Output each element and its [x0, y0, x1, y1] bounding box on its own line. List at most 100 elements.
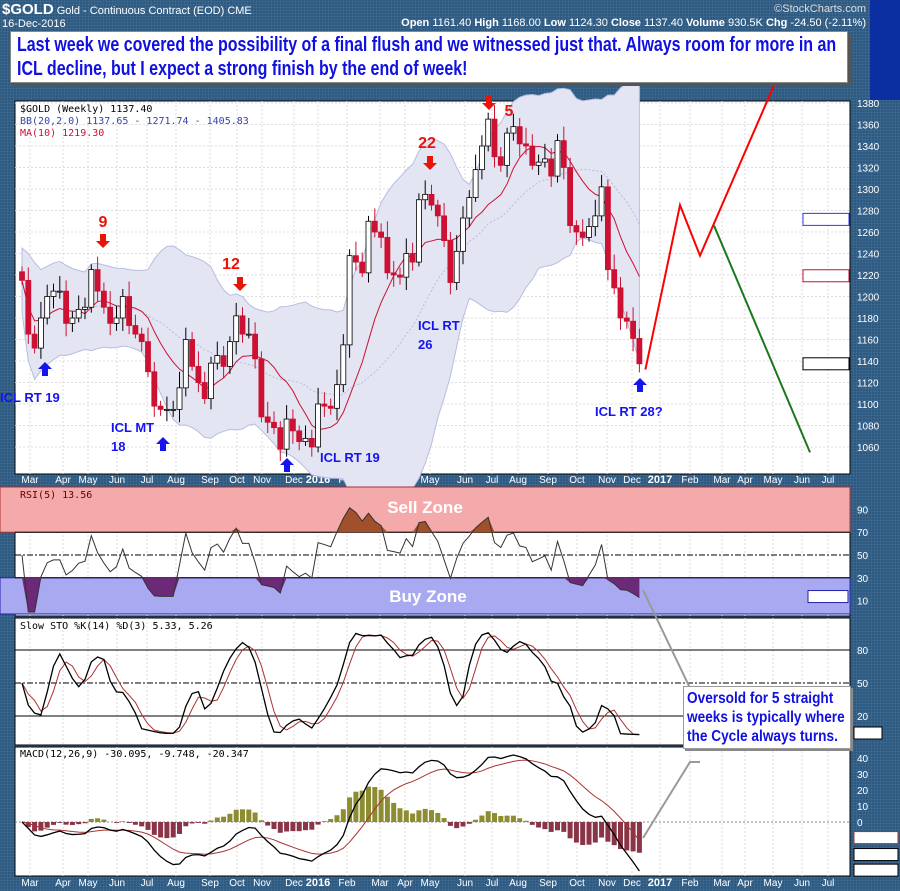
cycle-count-5: 5 — [505, 103, 514, 120]
ma-legend: MA(10) 1219.30 — [20, 128, 104, 139]
rsi-oversold-fill — [22, 577, 640, 612]
date-label: Jul — [486, 878, 499, 889]
candle-body — [567, 167, 573, 226]
macd-histogram-bar — [95, 818, 101, 822]
arrow-down-icon — [482, 96, 496, 110]
macd-histogram-bar — [189, 822, 195, 824]
candle-body — [239, 315, 246, 335]
candle-body — [271, 421, 277, 429]
candle-body — [359, 261, 366, 274]
macd-histogram-bar — [25, 822, 31, 828]
macd-histogram-bar — [447, 822, 453, 826]
oversold-callout: Oversold for 5 straight weeks is typical… — [683, 686, 851, 749]
date-label: Feb — [681, 878, 699, 889]
icl-label: ICL RT 19 — [320, 450, 380, 465]
candle-body — [472, 169, 479, 198]
macd-histogram-bar — [32, 822, 38, 832]
date-label: Nov — [598, 475, 616, 486]
candle-body — [422, 193, 429, 201]
macd-histogram-bar — [523, 820, 529, 822]
candle-body — [220, 355, 227, 367]
macd-histogram-bar — [114, 822, 119, 823]
date-label: Aug — [167, 878, 185, 889]
macd-histogram-bar — [284, 822, 290, 832]
macd-line — [21, 754, 640, 872]
candle-body — [151, 371, 158, 407]
candle-body — [252, 333, 259, 360]
macd-tag-box — [853, 848, 899, 862]
date-label: Mar — [371, 878, 389, 889]
arrow-down-icon — [96, 234, 110, 248]
candle-body — [352, 255, 359, 263]
macd-histogram-bar — [69, 822, 75, 826]
macd-histogram-bar — [57, 822, 63, 823]
bb-tag-box — [802, 212, 850, 226]
candle-body — [516, 126, 523, 145]
projection-up-line — [644, 59, 786, 370]
macd-histogram-bar — [504, 815, 510, 822]
macd-histogram-bar — [536, 822, 542, 828]
macd-histogram-bar — [246, 809, 252, 822]
macd-histogram-bar — [485, 811, 491, 822]
date-label: Feb — [681, 475, 699, 486]
arrow-up-icon — [280, 458, 294, 472]
candle-body — [302, 437, 309, 443]
candle-body — [529, 145, 536, 166]
candle-body — [409, 253, 416, 263]
candle-body — [466, 197, 473, 219]
date-label: 2017 — [648, 877, 672, 889]
date-label: Feb — [338, 878, 356, 889]
macd-histogram-bar — [586, 822, 592, 845]
candle-body — [403, 253, 410, 278]
candle-body — [119, 296, 126, 319]
instrument-name: Gold - Continuous Contract (EOD) CME — [56, 5, 252, 17]
candle-body — [315, 403, 322, 448]
candle-body — [460, 217, 466, 252]
macd-histogram-bar — [454, 822, 460, 829]
macd-histogram-bar — [498, 816, 504, 822]
candle-body — [346, 255, 353, 346]
commentary-note-text: Last week we covered the possibility of … — [17, 34, 837, 80]
macd-histogram-bar — [290, 822, 296, 832]
date-label: Sep — [201, 475, 219, 486]
candle-body — [189, 339, 196, 367]
candle-body — [296, 430, 303, 443]
macd-histogram-bar — [624, 822, 630, 851]
arrow-down-icon — [423, 156, 437, 170]
close-tag: 1137.40 — [805, 360, 841, 371]
candle-body — [157, 405, 164, 410]
rsi-tick: 30 — [857, 574, 869, 585]
price-tick: 1320 — [857, 164, 880, 175]
candle-body — [63, 290, 69, 324]
candle-body — [554, 140, 561, 177]
candle-body — [258, 358, 265, 418]
macd-tag: -20.347 — [856, 851, 890, 862]
sto-k-line — [21, 632, 640, 736]
price-tick: 1060 — [857, 443, 880, 454]
candle-body — [19, 271, 25, 281]
price-tick: 1220 — [857, 271, 880, 282]
candle-body — [75, 308, 82, 319]
macd-histogram-bar — [151, 822, 157, 835]
price-tick: 1340 — [857, 142, 880, 153]
candle-body — [113, 317, 120, 324]
candle-body — [397, 274, 403, 278]
callout-pointer — [642, 761, 700, 839]
candle-body — [384, 236, 391, 274]
icl-label: ICL RT 19 — [0, 390, 60, 405]
candle-body — [340, 344, 347, 386]
candle-body — [277, 427, 284, 450]
candle-body — [371, 220, 378, 233]
macd-histogram-bar — [126, 822, 132, 824]
ohlc-summary: Open 1161.40 High 1168.00 Low 1124.30 Cl… — [401, 17, 866, 29]
candle-body — [636, 338, 643, 365]
cycle-count-22: 22 — [418, 135, 436, 152]
price-tick: 1100 — [857, 400, 879, 411]
macd-tick: 40 — [857, 754, 869, 765]
macd-histogram-bar — [542, 822, 548, 830]
date-label: Mar — [713, 475, 731, 486]
sto-tick: 80 — [857, 646, 869, 657]
candle-body — [434, 204, 441, 217]
macd-histogram-bar — [177, 822, 182, 834]
rsi-tag: 13.56 — [810, 593, 835, 604]
